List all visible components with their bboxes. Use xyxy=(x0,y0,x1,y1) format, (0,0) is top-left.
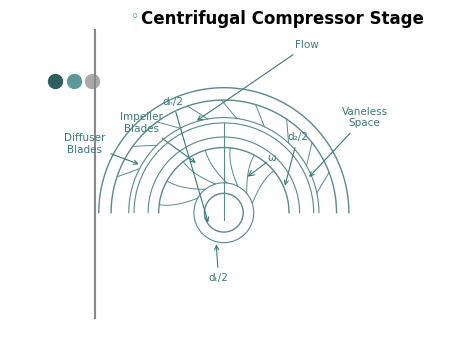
Text: dₜ/2: dₜ/2 xyxy=(209,246,228,283)
Text: Diffuser
Blades: Diffuser Blades xyxy=(64,133,138,164)
Text: dₕ/2: dₕ/2 xyxy=(162,97,209,221)
Text: Impeller
Blades: Impeller Blades xyxy=(119,112,195,162)
Text: Vaneless
Space: Vaneless Space xyxy=(310,107,388,176)
Text: ω: ω xyxy=(267,153,276,163)
Text: ◦: ◦ xyxy=(130,10,138,24)
Text: Centrifugal Compressor Stage: Centrifugal Compressor Stage xyxy=(141,10,424,28)
Text: d₂/2: d₂/2 xyxy=(284,132,308,185)
Text: Flow: Flow xyxy=(198,40,319,120)
